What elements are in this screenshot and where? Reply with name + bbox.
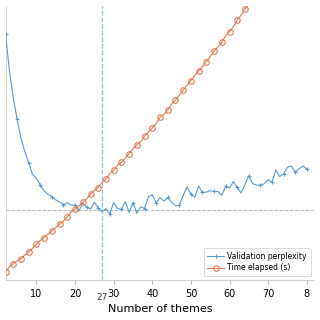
Validation perplexity — [181, 194, 185, 197]
Line: Time elapsed (s): Time elapsed (s) — [3, 0, 309, 275]
Validation perplexity — [228, 186, 231, 190]
Validation perplexity — [305, 167, 309, 171]
Time elapsed (s) — [177, 93, 181, 97]
Time elapsed (s) — [224, 34, 228, 38]
Validation perplexity — [77, 209, 81, 213]
Validation perplexity — [85, 205, 89, 209]
Time elapsed (s) — [127, 152, 131, 156]
Validation perplexity — [4, 32, 7, 36]
X-axis label: Number of themes: Number of themes — [108, 304, 212, 315]
Time elapsed (s) — [123, 156, 127, 160]
Validation perplexity — [108, 212, 112, 216]
Validation perplexity — [131, 201, 135, 205]
Validation perplexity — [127, 211, 131, 214]
Time elapsed (s) — [4, 270, 7, 274]
Time elapsed (s) — [77, 204, 81, 208]
Text: 27: 27 — [96, 293, 108, 302]
Line: Validation perplexity: Validation perplexity — [3, 32, 309, 216]
Time elapsed (s) — [85, 197, 89, 201]
Legend: Validation perplexity, Time elapsed (s): Validation perplexity, Time elapsed (s) — [204, 248, 311, 276]
